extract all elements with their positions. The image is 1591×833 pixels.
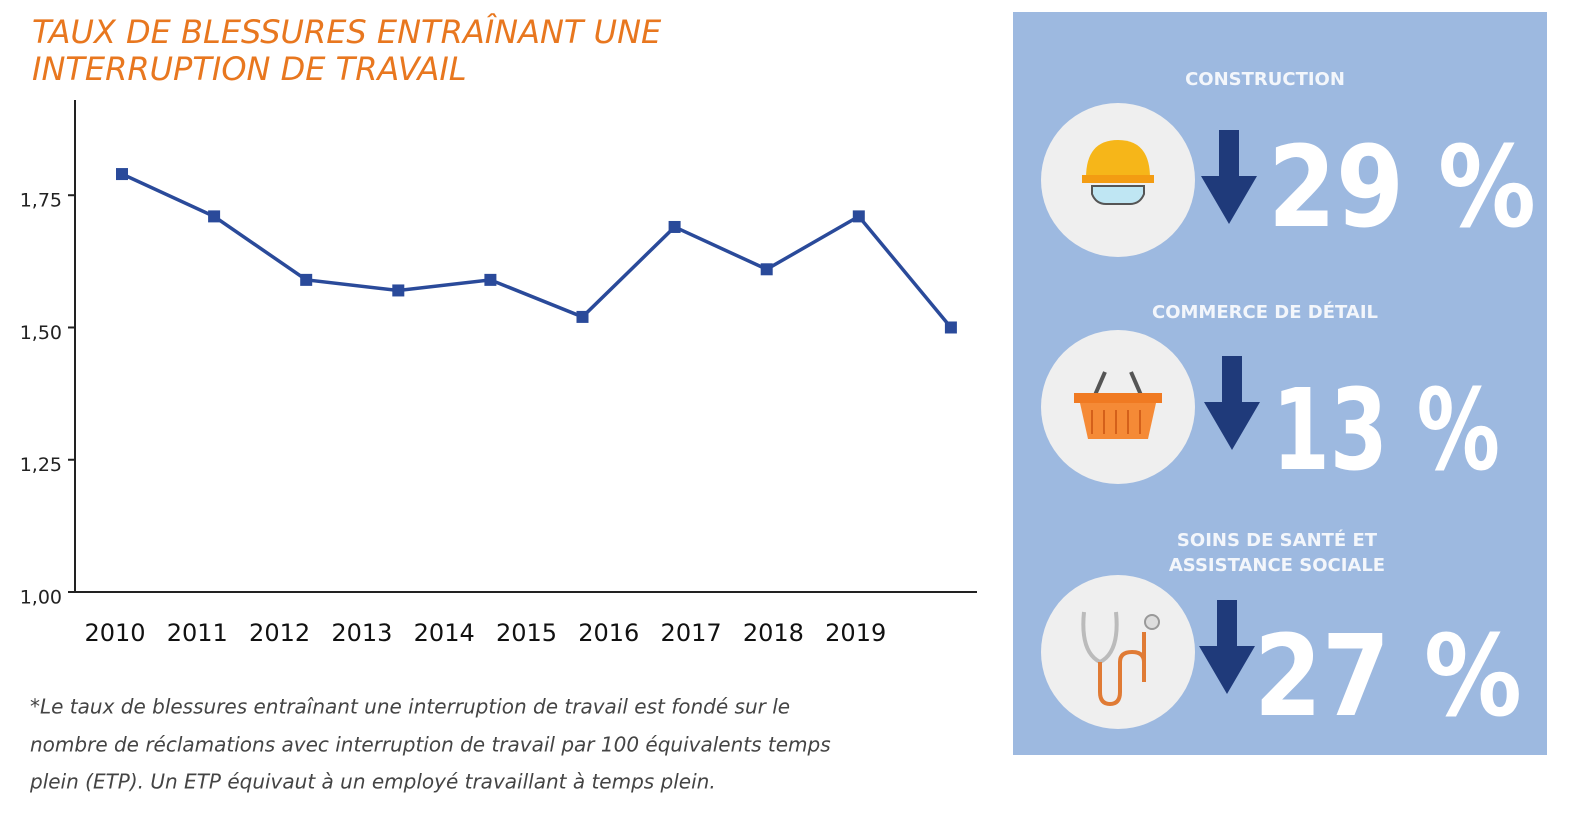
down-arrows	[1199, 130, 1260, 694]
x-tick-label: 2017	[661, 619, 722, 647]
footnote: *Le taux de blessures entraînant une int…	[30, 695, 790, 719]
point	[576, 310, 589, 323]
panel-heading: SOINS DE SANTÉ ET	[1177, 529, 1378, 551]
x-tick-label: 2010	[84, 619, 145, 647]
y-tick-label: 1,75	[20, 190, 62, 212]
x-tick-label: 2013	[331, 619, 392, 647]
helmet-icon	[1041, 103, 1195, 257]
x-tick-label: 2018	[743, 619, 804, 647]
chart-title: INTERRUPTION DE TRAVAIL	[32, 50, 467, 88]
point	[944, 321, 957, 334]
basket-icon	[1041, 330, 1195, 484]
point	[208, 210, 221, 223]
point	[116, 168, 128, 181]
panel-heading: COMMERCE DE DÉTAIL	[1152, 301, 1378, 323]
chart-title: TAUX DE BLESSURES ENTRAÎNANT UNE	[32, 13, 662, 51]
point	[300, 273, 313, 286]
panel-percent: 27 %	[1254, 612, 1522, 742]
x-tick-label: 2011	[167, 619, 228, 647]
point	[392, 284, 405, 297]
y-tick-label: 1,25	[20, 454, 62, 476]
stethoscope-icon	[1041, 575, 1195, 729]
line	[121, 172, 953, 329]
panel-heading: ASSISTANCE SOCIALE	[1169, 555, 1385, 576]
x-tick-label: 2016	[578, 619, 639, 647]
point	[760, 263, 773, 276]
x-tick-label: 2015	[496, 619, 557, 647]
panel-percent: 13 %	[1272, 366, 1500, 496]
point	[852, 210, 865, 223]
point	[484, 273, 497, 286]
footnote: nombre de réclamations avec interruption…	[30, 733, 831, 757]
x-tick-label: 2014	[414, 619, 475, 647]
panel-heading: CONSTRUCTION	[1185, 69, 1345, 90]
footnote: plein (ETP). Un ETP équivaut à un employ…	[29, 770, 716, 794]
y-tick-label: 1,50	[20, 322, 62, 344]
panel-percent: 29 %	[1268, 123, 1536, 253]
x-tick-label: 2012	[249, 619, 310, 647]
y-tick-label: 1,00	[20, 587, 62, 609]
point	[668, 220, 681, 233]
x-tick-label: 2019	[825, 619, 886, 647]
